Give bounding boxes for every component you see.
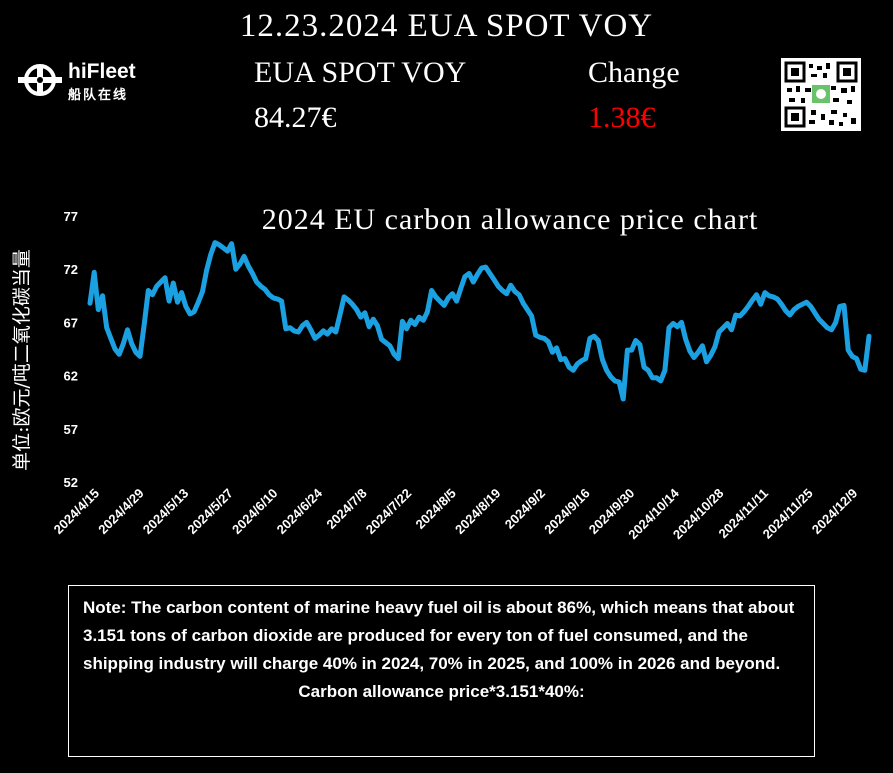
x-tick-label: 2024/4/29 [95, 486, 147, 538]
logo-subtitle: 船队在线 [68, 88, 129, 103]
hifleet-logo: hiFleet 船队在线 [18, 58, 168, 103]
spot-label: EUA SPOT VOY [254, 56, 467, 89]
note-text: Note: The carbon content of marine heavy… [83, 598, 795, 673]
x-tick-label: 2024/5/13 [140, 486, 192, 538]
y-tick-label: 57 [64, 422, 78, 437]
spot-value: 84.27€ [254, 101, 337, 134]
x-tick-label: 2024/5/27 [184, 486, 236, 538]
formula-text: Carbon allowance price*3.151*40%: [298, 682, 585, 701]
x-tick-label: 2024/7/22 [363, 486, 415, 538]
y-tick-label: 72 [64, 262, 78, 277]
x-tick-label: 2024/9/2 [502, 486, 548, 532]
x-tick-label: 2024/9/16 [541, 486, 593, 538]
x-tick-label: 2024/6/10 [229, 486, 281, 538]
y-tick-label: 62 [64, 369, 78, 384]
x-tick-label: 2024/8/5 [413, 486, 459, 532]
qr-code-icon [781, 58, 861, 131]
y-tick-label: 67 [64, 315, 78, 330]
change-label: Change [588, 56, 680, 89]
x-tick-label: 2024/12/9 [809, 486, 861, 538]
globe-icon [18, 64, 62, 96]
page-title: 12.23.2024 EUA SPOT VOY [239, 8, 654, 44]
price-series-line [87, 240, 872, 402]
x-tick-label: 2024/7/8 [323, 486, 369, 532]
y-tick-label: 52 [64, 475, 78, 490]
chart-title: 2024 EU carbon allowance price chart [262, 203, 759, 236]
logo-name: hiFleet [68, 60, 136, 83]
x-tick-label: 2024/4/15 [51, 486, 103, 538]
note-box: Note: The carbon content of marine heavy… [68, 585, 815, 757]
change-value: 1.38€ [588, 101, 656, 134]
y-axis-label: 单位:欧元/吨二氧化碳当量 [11, 249, 33, 471]
x-tick-label: 2024/8/19 [452, 486, 504, 538]
price-chart: 2024 EU carbon allowance price chart 单位:… [11, 203, 872, 542]
y-tick-label: 77 [64, 209, 78, 224]
x-tick-label: 2024/6/24 [274, 485, 326, 537]
